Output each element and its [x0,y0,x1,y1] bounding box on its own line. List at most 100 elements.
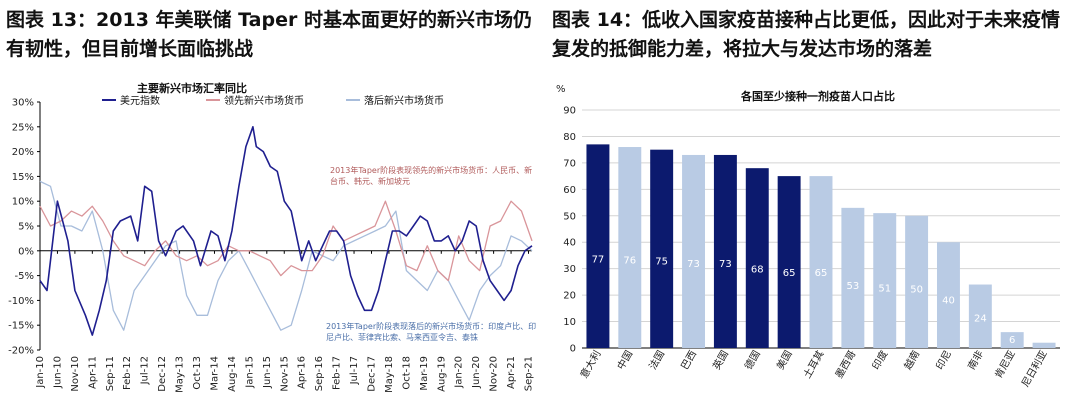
x-tick-label: Jul-12 [140,356,151,385]
x-tick-label: Dec-17 [366,356,377,392]
x-tick-label: Apr-11 [87,356,98,389]
y-axis-unit: % [556,84,566,95]
bar-3 [682,154,706,348]
y-tick-label: -10% [8,296,34,307]
x-tick-label: Nov-15 [279,356,290,392]
bar-1 [618,147,642,348]
y-tick-label: 30% [12,98,34,109]
x-tick-label: Sep-21 [524,356,535,391]
x-category-label: 法国 [646,348,667,372]
bar-label-3: 73 [687,259,700,270]
bar-label-0: 77 [592,254,605,265]
bar-label-13: 6 [1009,335,1015,346]
bar-label-12: 24 [974,313,987,324]
x-category-label: 肯尼亚 [992,348,1018,380]
x-tick-label: Nov-10 [70,356,81,392]
bar-0 [586,144,610,348]
y-tick-label: 0 [570,344,576,355]
bar-8 [841,207,865,348]
bar-label-8: 53 [846,281,859,292]
bar-7 [809,176,833,348]
y-tick-label: -15% [8,321,34,332]
x-category-label: 尼日利亚 [1019,348,1049,389]
x-tick-label: Jan-20 [454,356,465,389]
y-tick-label: 15% [12,172,34,183]
x-tick-label: Oct-13 [192,356,203,390]
x-tick-label: Sep-11 [105,356,116,391]
x-category-label: 德国 [742,348,763,372]
annotation-leading: 2013年Taper阶段表现领先的新兴市场货币：人民币、新台币、韩元、新加坡元 [330,165,532,186]
x-category-label: 印尼 [934,349,954,372]
series-line-0 [39,125,533,336]
x-category-label: 英国 [710,348,731,372]
y-tick-label: 90 [563,106,576,117]
x-tick-label: Mar-19 [419,356,430,391]
bar-10 [905,215,929,348]
x-category-label: 中国 [614,348,635,372]
bar-label-2: 75 [655,257,668,268]
chart-title: 各国至少接种一剂疫苗人口占比 [740,89,895,103]
bar-label-9: 51 [878,283,891,294]
x-tick-label: Mar-14 [209,356,220,391]
y-tick-label: 80 [563,132,576,143]
x-category-label: 美国 [773,348,794,372]
x-tick-label: Nov-20 [489,356,500,392]
x-tick-label: Apr-16 [297,356,308,389]
annotation-lagging-l2: 尼卢比、菲律宾比索、马来西亚令吉、泰铢 [326,332,478,342]
legend-label-1: 领先新兴市场货币 [224,94,304,107]
bar-14 [1032,342,1056,348]
x-tick-label: Jul-17 [349,356,360,385]
bar-label-7: 65 [815,268,828,279]
y-tick-label: 0% [18,246,34,257]
x-tick-label: Aug-19 [436,356,447,392]
right-figure-caption: 图表 14：低收入国家疫苗接种占比更低，因此对于未来疫情复发的抵御能力差，将拉大… [552,9,1061,60]
series-line-2 [39,180,533,331]
bar-2 [650,149,674,348]
x-tick-label: Dec-12 [157,356,168,392]
y-tick-label: 10% [12,197,34,208]
annotation-lagging: 2013年Taper阶段表现落后的新兴市场货币：印度卢比、印尼卢比、菲律宾比索、… [326,321,536,342]
annotation-leading-l2: 台币、韩元、新加坡元 [330,176,410,186]
y-tick-label: 50 [563,211,576,222]
y-tick-label: 30 [563,264,576,275]
annotation-leading-l1: 2013年Taper阶段表现领先的新兴市场货币：人民币、新 [330,165,532,175]
y-tick-label: 20 [563,291,576,302]
bar-label-4: 73 [719,259,732,270]
bar-label-5: 68 [751,264,764,275]
left-figure-caption: 图表 13：2013 年美联储 Taper 时基本面更好的新兴市场仍有韧性，但目… [6,9,532,60]
x-tick-label: Feb-12 [122,356,133,390]
annotation-lagging-l1: 2013年Taper阶段表现落后的新兴市场货币：印度卢比、印 [326,321,536,331]
series-line-1 [39,200,533,282]
x-category-label: 南非 [965,348,986,372]
legend-label-0: 美元指数 [120,94,160,107]
x-tick-label: Jun-10 [52,356,63,389]
bar-4 [713,154,737,348]
x-tick-label: Oct-18 [401,356,412,390]
x-category-label: 意大利 [577,348,603,380]
bar-label-10: 50 [910,284,923,295]
x-tick-label: May-13 [175,356,186,393]
x-tick-label: Jun-20 [471,356,482,389]
bar-6 [777,176,801,348]
y-tick-label: 10 [563,317,576,328]
y-tick-label: 20% [12,147,34,158]
y-tick-label: 25% [12,122,34,133]
x-category-label: 土耳其 [800,348,826,380]
x-tick-label: May-18 [384,356,395,393]
y-tick-label: 5% [18,222,34,233]
x-tick-label: Jan-10 [35,356,46,389]
chart-title: 主要新兴市场汇率同比 [137,81,247,95]
bar-5 [745,168,769,348]
x-category-label: 巴西 [679,349,699,372]
x-tick-label: Jan-15 [244,356,255,389]
x-category-label: 墨西哥 [833,349,858,381]
bar-label-1: 76 [623,256,636,267]
bar-12 [968,284,992,348]
bar-13 [1000,332,1024,348]
bar-9 [873,213,897,348]
x-tick-label: Sep-16 [314,356,325,391]
x-category-label: 印度 [869,348,890,372]
y-tick-label: 70 [563,158,576,169]
x-tick-label: Feb-17 [332,356,343,390]
